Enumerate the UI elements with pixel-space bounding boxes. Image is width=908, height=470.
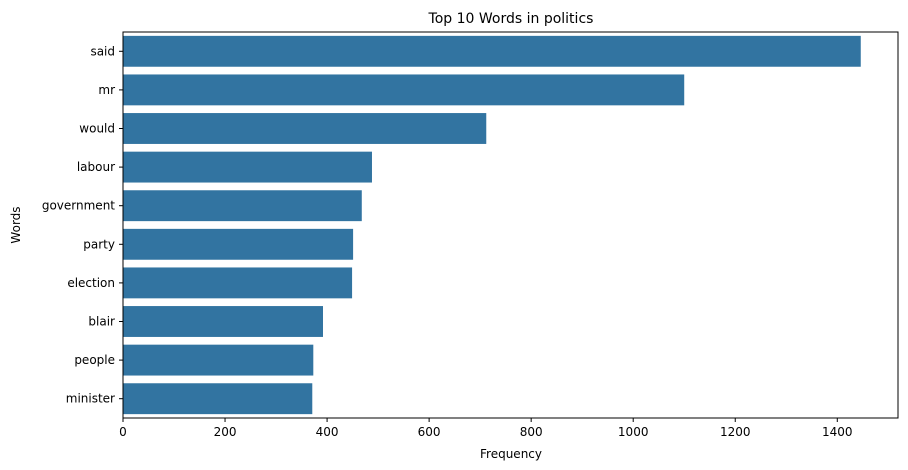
- bar-labour: [123, 151, 372, 183]
- y-tick-label: government: [42, 199, 115, 213]
- bar-said: [123, 35, 861, 67]
- chart-title: Top 10 Words in politics: [428, 11, 594, 27]
- y-tick-labels: said mr would labour government party election…: [42, 44, 123, 406]
- bar-government: [123, 190, 362, 222]
- bar-would: [123, 113, 487, 144]
- x-ticks: 0 200 400 600 800 1000 1200 1400: [119, 418, 853, 439]
- y-tick-label: mr: [98, 83, 115, 97]
- bar-people: [123, 344, 314, 376]
- x-tick-label: 1000: [618, 425, 649, 439]
- y-tick-label: party: [83, 237, 115, 251]
- bar-election: [123, 267, 353, 299]
- x-tick-label: 0: [119, 425, 127, 439]
- bar-mr: [123, 74, 685, 106]
- y-tick-label: minister: [66, 392, 115, 406]
- bar-party: [123, 228, 354, 260]
- y-tick-label: people: [74, 353, 115, 367]
- x-tick-label: 1200: [720, 425, 751, 439]
- x-tick-label: 600: [418, 425, 441, 439]
- x-tick-label: 800: [520, 425, 543, 439]
- y-tick-label: said: [90, 44, 115, 58]
- y-tick-label: election: [67, 276, 115, 290]
- bar-blair: [123, 306, 323, 337]
- x-tick-label: 400: [316, 425, 339, 439]
- y-axis-label: Words: [9, 206, 23, 243]
- bars-group: [123, 35, 861, 415]
- x-axis-label: Frequency: [480, 447, 542, 461]
- y-tick-label: blair: [88, 315, 115, 329]
- y-tick-label: labour: [77, 160, 115, 174]
- x-tick-label: 1400: [822, 425, 853, 439]
- bar-minister: [123, 383, 313, 415]
- x-tick-label: 200: [214, 425, 237, 439]
- y-tick-label: would: [79, 122, 115, 136]
- plot-frame: [122, 31, 899, 419]
